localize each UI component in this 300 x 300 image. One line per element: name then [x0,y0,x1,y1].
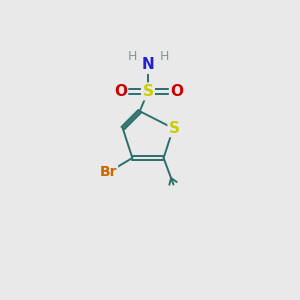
Text: O: O [114,84,127,99]
Text: Br: Br [100,165,118,179]
Text: S: S [169,121,180,136]
Text: H: H [160,50,169,63]
Text: S: S [142,84,154,99]
Text: H: H [128,50,137,63]
Text: N: N [142,57,154,72]
Text: O: O [170,84,183,99]
